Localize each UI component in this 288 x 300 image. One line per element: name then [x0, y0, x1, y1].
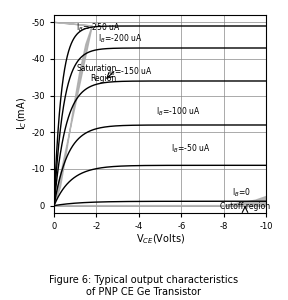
Text: Figure 6: Typical output characteristics
of PNP CE Ge Transistor: Figure 6: Typical output characteristics…: [50, 275, 238, 297]
Text: I$_B$=-250 uA: I$_B$=-250 uA: [76, 22, 121, 34]
Y-axis label: I$_C$(mA): I$_C$(mA): [15, 98, 29, 130]
Polygon shape: [54, 22, 92, 206]
Text: I$_B$=-50 uA: I$_B$=-50 uA: [171, 142, 210, 155]
Text: I$_B$=-200 uA: I$_B$=-200 uA: [98, 33, 142, 45]
Text: I$_B$=-150 uA: I$_B$=-150 uA: [108, 66, 153, 78]
X-axis label: V$_{CE}$(Volts): V$_{CE}$(Volts): [136, 232, 185, 246]
Text: Cutoff region: Cutoff region: [220, 202, 270, 211]
Polygon shape: [54, 196, 266, 206]
Text: I$_B$=0: I$_B$=0: [232, 187, 251, 199]
Text: I$_B$=-100 uA: I$_B$=-100 uA: [156, 106, 200, 118]
Text: Saturation
Region: Saturation Region: [76, 64, 117, 83]
